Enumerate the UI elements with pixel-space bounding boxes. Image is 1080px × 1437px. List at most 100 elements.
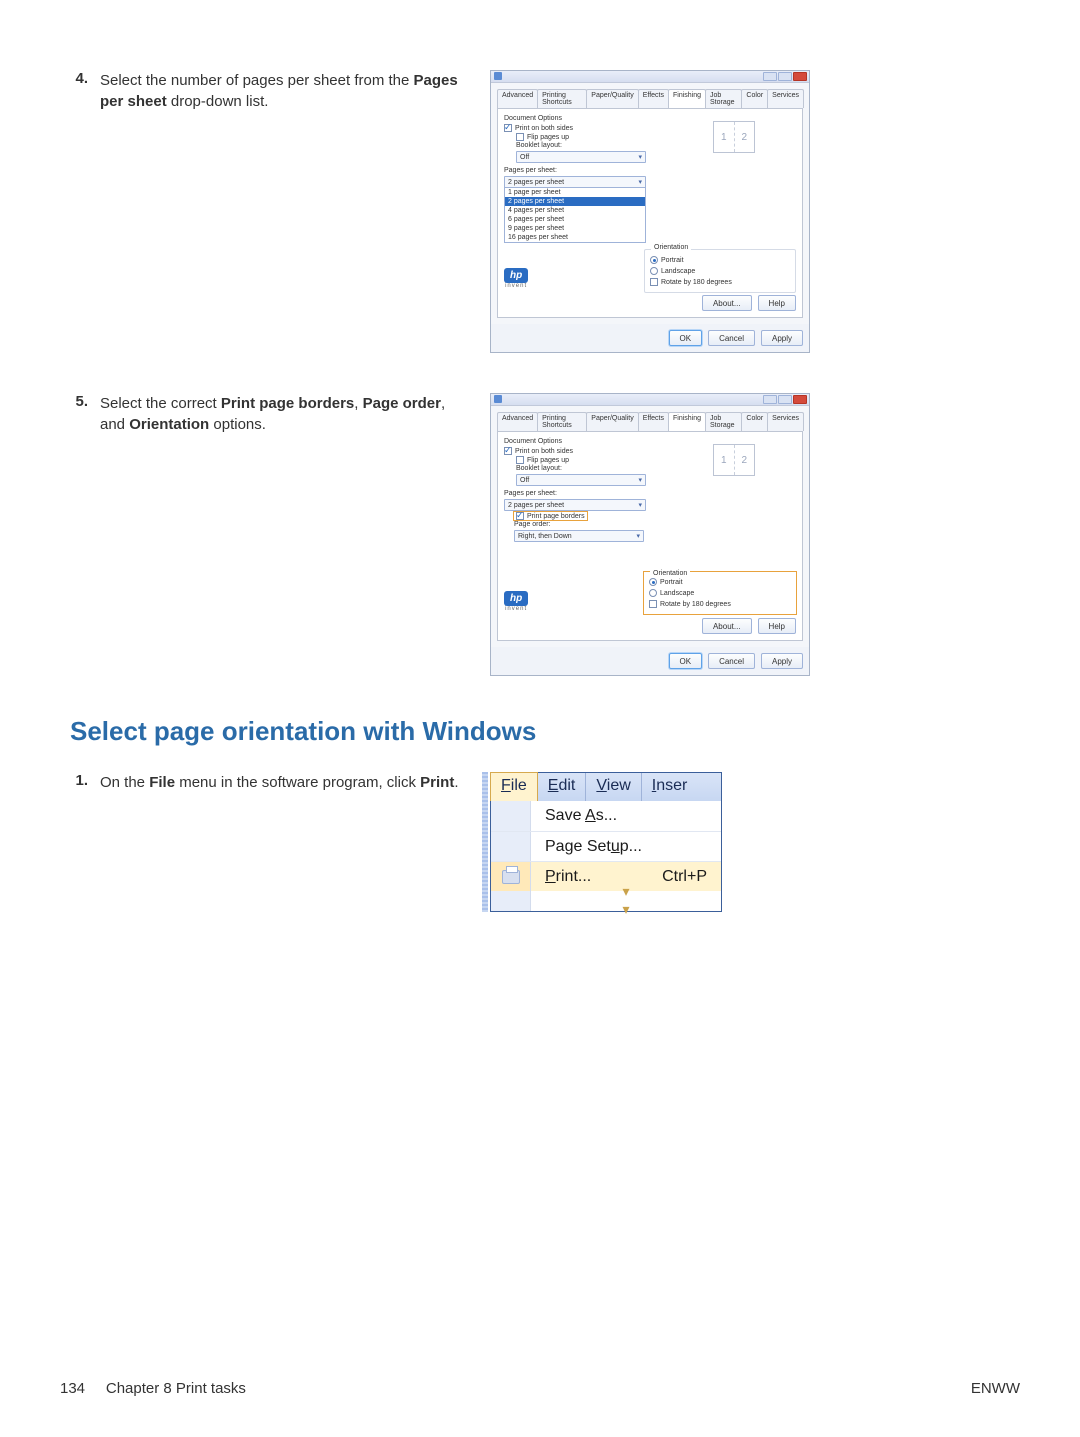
step-4-number: 4. (60, 70, 100, 87)
cancel-button[interactable]: Cancel (708, 330, 755, 346)
flip-pages-label: Flip pages up (527, 134, 569, 141)
save-as-icon (491, 801, 531, 831)
flip-pages-checkbox[interactable] (516, 456, 524, 464)
pps-option-6[interactable]: 6 pages per sheet (505, 215, 645, 224)
pages-per-sheet-label: Pages per sheet: (504, 167, 654, 174)
hp-logo: hp invent (504, 591, 528, 612)
tab-strip: Advanced Printing Shortcuts Paper/Qualit… (491, 406, 809, 431)
tab-services[interactable]: Services (767, 412, 804, 431)
pps-option-1[interactable]: 1 page per sheet (505, 188, 645, 197)
about-button[interactable]: About... (702, 295, 752, 311)
ok-button[interactable]: OK (669, 653, 703, 669)
close-button[interactable] (793, 395, 807, 404)
landscape-label: Landscape (660, 590, 694, 597)
apply-button[interactable]: Apply (761, 330, 803, 346)
page-order-dropdown[interactable]: Right, then Down▾ (514, 530, 644, 542)
print-both-sides-checkbox[interactable] (504, 124, 512, 132)
hp-icon (494, 395, 502, 403)
save-as-label: Save As... (531, 807, 721, 825)
page-setup-icon (491, 832, 531, 861)
tab-effects[interactable]: Effects (638, 412, 669, 431)
portrait-radio[interactable] (650, 256, 658, 264)
hp-badge: hp (504, 268, 528, 283)
menu-expand[interactable]: ▾▾ (491, 891, 721, 911)
flip-pages-checkbox[interactable] (516, 133, 524, 141)
pps-option-16[interactable]: 16 pages per sheet (505, 233, 645, 242)
menu-item-page-setup[interactable]: Page Setup... (491, 831, 721, 861)
menu-file[interactable]: File (490, 772, 538, 801)
step-5-text: Select the correct Print page borders, P… (100, 393, 470, 435)
dialog-body: Document Options Print on both sides Fli… (497, 108, 803, 318)
booklet-dropdown[interactable]: Off▾ (516, 474, 646, 486)
tab-services[interactable]: Services (767, 89, 804, 108)
close-button[interactable] (793, 72, 807, 81)
pps-option-2[interactable]: 2 pages per sheet (505, 197, 645, 206)
tab-printing-shortcuts[interactable]: Printing Shortcuts (537, 89, 587, 108)
preview-page-1: 1 (714, 122, 734, 152)
tab-job-storage[interactable]: Job Storage (705, 412, 742, 431)
tab-finishing[interactable]: Finishing (668, 412, 706, 431)
landscape-radio[interactable] (650, 267, 658, 275)
menu-edit[interactable]: Edit (538, 773, 587, 801)
menu-item-save-as[interactable]: Save As... (491, 801, 721, 831)
help-button[interactable]: Help (758, 295, 796, 311)
tab-printing-shortcuts[interactable]: Printing Shortcuts (537, 412, 587, 431)
print-page-borders-checkbox[interactable] (516, 512, 524, 520)
min-button[interactable] (763, 395, 777, 404)
edit-underline: E (548, 777, 559, 794)
rotate-180-checkbox[interactable] (649, 600, 657, 608)
dialog-footer: OK Cancel Apply (491, 647, 809, 675)
flip-pages-label: Flip pages up (527, 457, 569, 464)
page-order-label: Page order: (514, 521, 654, 528)
step-5-number: 5. (60, 393, 100, 410)
apply-button[interactable]: Apply (761, 653, 803, 669)
step1-bb: Print (420, 774, 454, 791)
chevron-down-icon: ▾ (638, 501, 642, 509)
tab-advanced[interactable]: Advanced (497, 89, 538, 108)
rotate-180-label: Rotate by 180 degrees (660, 601, 731, 608)
tab-effects[interactable]: Effects (638, 89, 669, 108)
tab-color[interactable]: Color (741, 89, 768, 108)
step5-ba: Print page borders (221, 395, 354, 412)
tab-paper-quality[interactable]: Paper/Quality (586, 89, 638, 108)
page-number: 134 (60, 1380, 85, 1397)
step-4-figure: Advanced Printing Shortcuts Paper/Qualit… (490, 70, 810, 353)
pages-per-sheet-value: 2 pages per sheet (508, 502, 564, 509)
pages-per-sheet-value: 2 pages per sheet (508, 179, 564, 186)
menu-insert[interactable]: Inser (642, 773, 698, 801)
print-both-sides-checkbox[interactable] (504, 447, 512, 455)
cancel-button[interactable]: Cancel (708, 653, 755, 669)
max-button[interactable] (778, 395, 792, 404)
print-both-sides-label: Print on both sides (515, 448, 573, 455)
booklet-value: Off (520, 154, 529, 161)
landscape-radio[interactable] (649, 589, 657, 597)
hp-icon (494, 72, 502, 80)
min-button[interactable] (763, 72, 777, 81)
expand-iconcol (491, 891, 531, 911)
tab-paper-quality[interactable]: Paper/Quality (586, 412, 638, 431)
dialog-body: Document Options Print on both sides Fli… (497, 431, 803, 641)
about-button[interactable]: About... (702, 618, 752, 634)
pps-option-9[interactable]: 9 pages per sheet (505, 224, 645, 233)
booklet-dropdown[interactable]: Off▾ (516, 151, 646, 163)
tab-color[interactable]: Color (741, 412, 768, 431)
dialog-titlebar (491, 71, 809, 83)
toolbar-strip-icon (482, 772, 488, 912)
step1-ta: On the (100, 774, 149, 791)
tab-job-storage[interactable]: Job Storage (705, 89, 742, 108)
tab-advanced[interactable]: Advanced (497, 412, 538, 431)
help-button[interactable]: Help (758, 618, 796, 634)
rotate-180-checkbox[interactable] (650, 278, 658, 286)
tab-finishing[interactable]: Finishing (668, 89, 706, 108)
max-button[interactable] (778, 72, 792, 81)
step-1-number: 1. (60, 772, 100, 789)
pages-per-sheet-label: Pages per sheet: (504, 490, 654, 497)
pages-per-sheet-dropdown[interactable]: 2 pages per sheet ▾ (504, 499, 646, 511)
menu-view[interactable]: View (586, 773, 641, 801)
step1-tb: menu in the software program, click (175, 774, 420, 791)
portrait-radio[interactable] (649, 578, 657, 586)
step1-ba: File (149, 774, 175, 791)
ok-button[interactable]: OK (669, 330, 703, 346)
pps-option-4[interactable]: 4 pages per sheet (505, 206, 645, 215)
orientation-group: Orientation Portrait Landscape Rotate by… (644, 572, 796, 614)
